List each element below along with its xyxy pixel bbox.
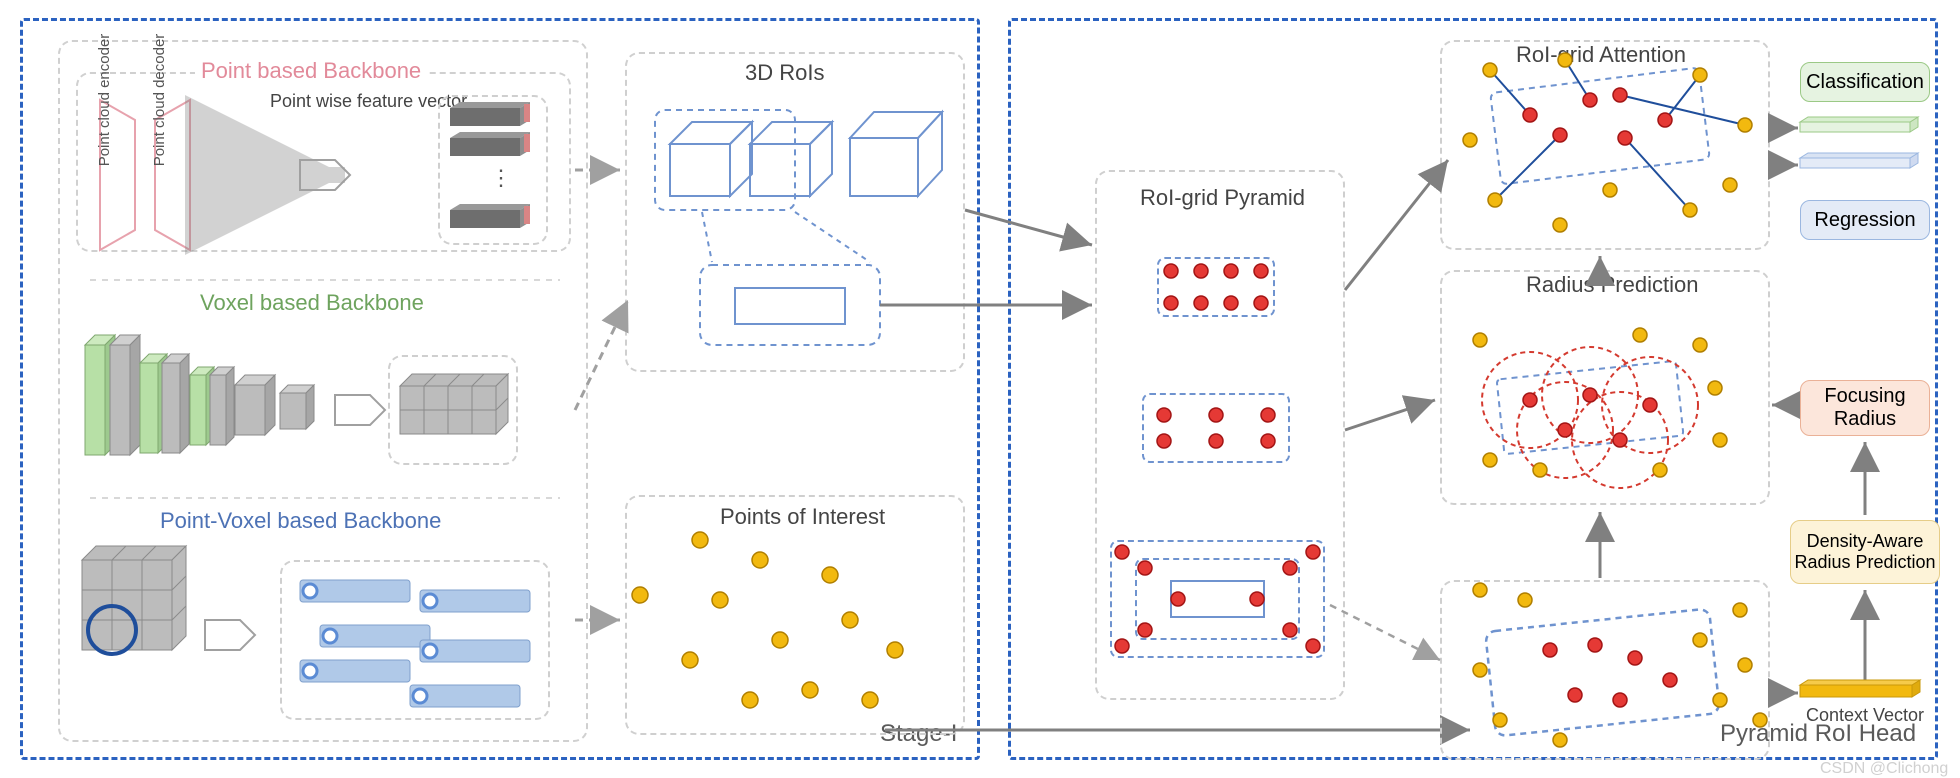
radius-label: Radius Prediction [1520, 272, 1704, 298]
bb3-title: Point-Voxel based Backbone [160, 508, 441, 534]
badge-regression: Regression [1800, 200, 1930, 240]
voxel-result-box [388, 355, 518, 465]
poi-label: Points of Interest [720, 504, 885, 530]
context-label: Context Vector [1800, 705, 1930, 726]
feature-vec-label: Point wise feature vector [270, 90, 410, 113]
radius-box [1440, 270, 1770, 505]
attention-box [1440, 40, 1770, 250]
roi-lvl2 [1142, 393, 1290, 463]
bb2-title: Voxel based Backbone [200, 290, 424, 316]
rois-box [625, 52, 965, 372]
decoder-label: Point cloud decoder [151, 25, 168, 175]
pv-result-box [280, 560, 550, 720]
bb1-title: Point based Backbone [195, 58, 427, 84]
poi-box [625, 495, 965, 735]
roi-lvl1 [1157, 257, 1275, 317]
watermark: CSDN @Clichong [1820, 760, 1948, 778]
pyramid-label: RoI-grid Pyramid [1140, 185, 1305, 211]
attention-label: RoI-grid Attention [1510, 42, 1692, 68]
rois-label: 3D RoIs [745, 60, 824, 86]
feature-bar-box [438, 95, 548, 245]
encoder-label: Point cloud encoder [96, 25, 113, 175]
badge-classification: Classification [1800, 62, 1930, 102]
badge-focusing: Focusing Radius [1800, 380, 1930, 436]
context-box [1440, 580, 1770, 760]
roi-lvl3-core [1170, 580, 1265, 618]
badge-density: Density-Aware Radius Prediction [1790, 520, 1940, 584]
